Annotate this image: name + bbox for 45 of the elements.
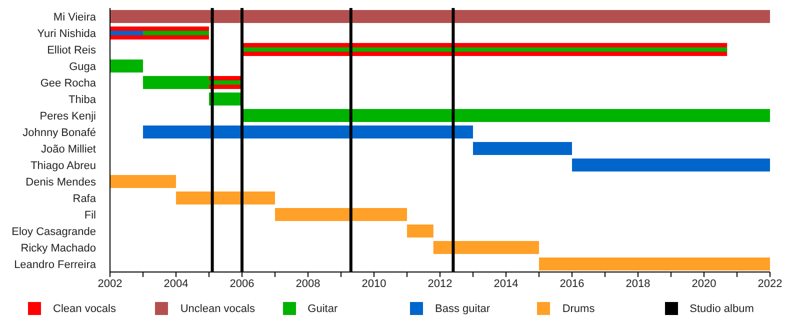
bar	[143, 126, 473, 138]
x-tick-label: 2010	[362, 278, 386, 290]
y-tick-label: Leandro Ferreira	[14, 258, 97, 271]
y-tick-label: Thiba	[68, 94, 97, 106]
y-tick-label: Yuri Nishida	[37, 28, 97, 40]
bar	[433, 241, 539, 254]
legend-label: Unclean vocals	[180, 302, 255, 314]
y-tick-label: Fil	[84, 209, 96, 222]
bar	[110, 175, 176, 188]
x-tick-label: 2012	[428, 278, 452, 290]
x-tick-label: 2002	[98, 278, 122, 290]
legend-label: Drums	[562, 302, 595, 314]
bar	[473, 142, 572, 155]
y-tick-label: Gee Rocha	[40, 77, 97, 90]
legend-label: Bass guitar	[435, 302, 490, 314]
bar	[572, 158, 770, 172]
x-tick-label: 2022	[758, 278, 782, 290]
y-tick-label: Thiago Abreu	[30, 160, 96, 172]
x-tick-label: 2016	[560, 278, 584, 290]
x-tick-label: 2018	[626, 278, 650, 290]
bar	[176, 192, 275, 204]
legend-label: Clean vocals	[53, 302, 116, 314]
y-tick-label: Guga	[69, 60, 97, 73]
bar	[110, 10, 770, 23]
y-tick-label: Rafa	[72, 192, 97, 205]
x-tick-label: 2008	[296, 278, 320, 290]
bar	[539, 258, 770, 270]
legend-label: Studio album	[690, 302, 754, 314]
bar	[242, 109, 770, 122]
bar	[275, 208, 407, 221]
x-tick-label: 2006	[230, 278, 254, 290]
bar	[110, 60, 143, 72]
y-tick-label: Eloy Casagrande	[12, 226, 96, 238]
legend-label: Guitar	[308, 302, 338, 314]
y-tick-label: João Milliet	[40, 143, 96, 156]
y-tick-label: Ricky Machado	[20, 242, 96, 254]
y-tick-label: Elliot Reis	[47, 44, 96, 56]
y-tick-label: Mi Vieira	[53, 11, 97, 24]
x-tick-label: 2004	[164, 278, 188, 290]
y-tick-label: Peres Kenji	[40, 110, 96, 122]
bar	[407, 224, 434, 238]
y-tick-label: Johnny Bonafé	[22, 126, 96, 139]
y-tick-label: Denis Mendes	[26, 176, 96, 188]
x-tick-label: 2020	[692, 278, 716, 290]
x-tick-label: 2014	[494, 278, 518, 290]
